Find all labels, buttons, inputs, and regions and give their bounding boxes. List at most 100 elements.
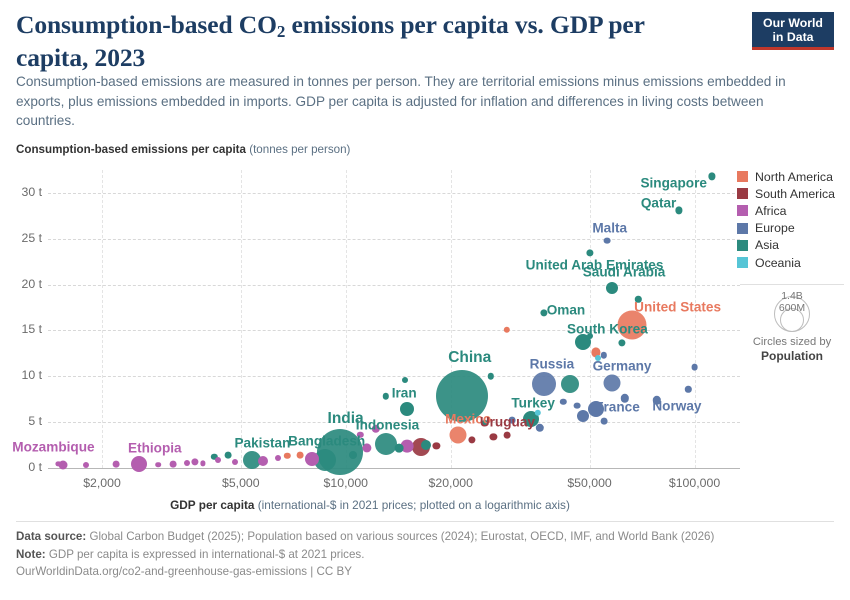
data-point[interactable] xyxy=(590,347,601,358)
data-point-label: United States xyxy=(634,299,722,315)
legend-item-oceania[interactable]: Oceania xyxy=(737,254,847,271)
data-point[interactable] xyxy=(449,426,467,444)
data-point[interactable] xyxy=(600,352,608,359)
x-axis-title: GDP per capita (international-$ in 2021 … xyxy=(0,498,740,512)
data-point[interactable] xyxy=(402,376,409,383)
data-point[interactable] xyxy=(606,282,619,295)
data-point[interactable] xyxy=(534,409,541,417)
data-point[interactable] xyxy=(284,452,291,460)
data-point[interactable] xyxy=(55,461,62,467)
data-point[interactable] xyxy=(487,373,494,380)
footer-link[interactable]: OurWorldinData.org/co2-and-greenhouse-ga… xyxy=(16,565,352,578)
legend-item-label: North America xyxy=(755,169,833,184)
data-point[interactable] xyxy=(394,443,404,453)
data-point[interactable] xyxy=(211,453,218,461)
y-gridline xyxy=(48,422,740,424)
data-point[interactable] xyxy=(435,369,488,422)
x-gridline xyxy=(240,170,242,468)
y-axis-tick-label: 5 t xyxy=(28,414,42,429)
footer-note-text: GDP per capita is expressed in internati… xyxy=(45,547,365,561)
data-point[interactable] xyxy=(214,456,221,463)
data-point[interactable] xyxy=(224,451,232,459)
legend-item-label: Oceania xyxy=(755,255,801,270)
data-point[interactable] xyxy=(531,371,556,396)
data-point[interactable] xyxy=(83,462,90,469)
data-point[interactable] xyxy=(357,431,364,439)
data-point[interactable] xyxy=(481,419,488,427)
data-point[interactable] xyxy=(603,237,611,244)
data-point[interactable] xyxy=(275,454,282,461)
data-point[interactable] xyxy=(371,424,381,433)
legend-item-label: Europe xyxy=(755,221,795,236)
data-point[interactable] xyxy=(503,431,511,439)
data-point[interactable] xyxy=(585,248,594,257)
data-point[interactable] xyxy=(535,423,544,432)
data-point[interactable] xyxy=(559,398,567,406)
data-point[interactable] xyxy=(231,459,238,466)
data-point[interactable] xyxy=(374,433,397,456)
data-point[interactable] xyxy=(258,456,269,467)
x-axis-tick-label: $2,000 xyxy=(83,476,121,490)
data-point[interactable] xyxy=(573,402,581,410)
legend-item-asia[interactable]: Asia xyxy=(737,237,847,254)
size-caption-line-1: Circles sized by xyxy=(752,336,832,348)
legend-color-swatch xyxy=(737,222,748,234)
data-point[interactable] xyxy=(169,460,177,468)
data-point[interactable] xyxy=(58,460,68,470)
x-axis-tick-label: $100,000 xyxy=(668,476,721,490)
data-point[interactable] xyxy=(468,435,476,444)
data-point[interactable] xyxy=(113,460,120,468)
data-point[interactable] xyxy=(617,310,647,340)
data-point-label: Ethiopia xyxy=(128,440,182,456)
data-point[interactable] xyxy=(243,450,262,469)
data-point[interactable] xyxy=(382,393,389,400)
legend-item-europe[interactable]: Europe xyxy=(737,220,847,237)
data-point[interactable] xyxy=(400,402,415,417)
title-year: 2023 xyxy=(94,43,146,72)
owid-logo[interactable]: Our World in Data xyxy=(752,12,834,50)
legend-item-label: South America xyxy=(755,186,835,201)
data-point[interactable] xyxy=(561,374,580,393)
data-point[interactable] xyxy=(685,385,692,393)
data-point-label: Germany xyxy=(592,358,652,374)
data-point-label: Mozambique xyxy=(12,439,95,455)
data-point[interactable] xyxy=(130,455,147,472)
data-point[interactable] xyxy=(400,439,414,453)
data-point[interactable] xyxy=(577,409,590,422)
data-point[interactable] xyxy=(652,395,662,405)
title-subscript: 2 xyxy=(276,22,286,41)
data-point[interactable] xyxy=(600,417,608,425)
data-point[interactable] xyxy=(191,457,199,466)
data-point[interactable] xyxy=(540,309,548,317)
data-point[interactable] xyxy=(362,443,372,453)
data-point[interactable] xyxy=(489,433,497,441)
data-point[interactable] xyxy=(503,326,511,333)
data-point[interactable] xyxy=(586,332,593,339)
legend-item-north-america[interactable]: North America xyxy=(737,168,847,185)
data-point[interactable] xyxy=(620,394,629,403)
data-point[interactable] xyxy=(618,339,626,347)
data-point[interactable] xyxy=(508,416,516,424)
legend-item-africa[interactable]: Africa xyxy=(737,202,847,219)
data-point[interactable] xyxy=(691,363,698,371)
y-gridline xyxy=(48,284,740,286)
legend-item-south-america[interactable]: South America xyxy=(737,185,847,202)
data-point[interactable] xyxy=(635,296,642,303)
size-circle-small xyxy=(780,308,804,332)
legend-item-label: Africa xyxy=(755,203,787,218)
data-point[interactable] xyxy=(674,206,683,214)
data-point[interactable] xyxy=(155,461,162,468)
data-point[interactable] xyxy=(349,451,358,460)
data-point[interactable] xyxy=(595,354,602,361)
data-point[interactable] xyxy=(432,442,441,450)
data-point[interactable] xyxy=(708,172,716,180)
data-point[interactable] xyxy=(183,459,190,466)
data-point[interactable] xyxy=(587,401,604,418)
data-point[interactable] xyxy=(304,452,319,467)
data-point[interactable] xyxy=(296,451,304,459)
data-point[interactable] xyxy=(603,374,621,392)
region-legend[interactable]: North America South America Africa Europe As… xyxy=(737,168,847,271)
data-point[interactable] xyxy=(200,460,206,466)
data-point[interactable] xyxy=(421,440,432,451)
data-point[interactable] xyxy=(313,449,336,472)
